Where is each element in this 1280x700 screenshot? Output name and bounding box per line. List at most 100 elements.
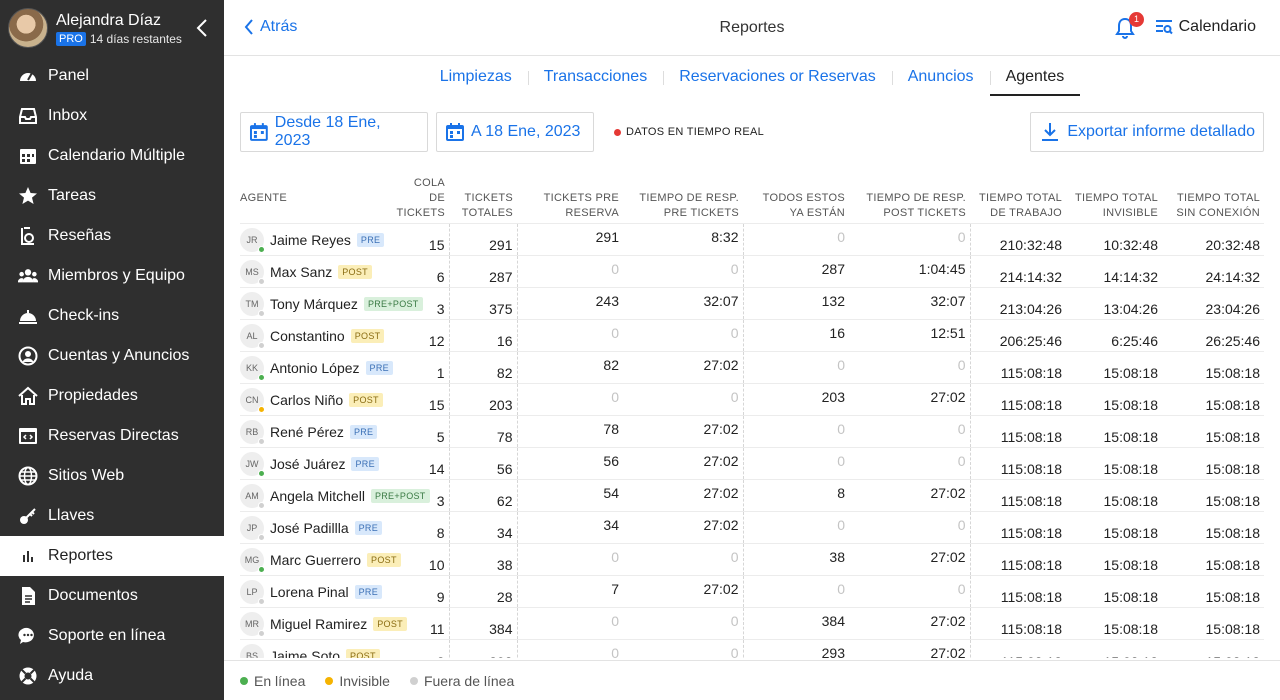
table-row[interactable]: JW José Juárez PRE 14 56 56 27:02 0 0 115:08:18 15… (240, 447, 1264, 480)
column-header[interactable]: TICKETS TOTALES (449, 172, 517, 224)
column-header-label: COLA (413, 177, 445, 189)
cell-invisible: 15:08:18 (1066, 639, 1162, 658)
table-row[interactable]: CN Carlos Niño POST 15 203 0 0 203 27:02 115:08:1… (240, 383, 1264, 416)
column-header[interactable]: TODOS ESTOS YA ESTÁN (743, 172, 849, 224)
sidebar-item-sitios-web[interactable]: Sitios Web (0, 456, 224, 496)
agent-name[interactable]: Lorena Pinal (270, 583, 349, 600)
cell-offline: 20:32:48 (1162, 223, 1264, 256)
sidebar-item-reportes[interactable]: Reportes (0, 536, 224, 576)
sidebar-item-soporte-en-l-nea[interactable]: Soporte en línea (0, 616, 224, 656)
table-row[interactable]: LP Lorena Pinal PRE 9 28 7 27:02 0 0 115:08:18 15:… (240, 575, 1264, 608)
sidebar-item-calendario-m-ltiple[interactable]: Calendario Múltiple (0, 136, 224, 176)
sidebar-item-miembros-y-equipo[interactable]: Miembros y Equipo (0, 256, 224, 296)
sidebar-nav: Panel Inbox Calendario Múltiple Tareas Reseñ… (0, 56, 224, 696)
cell-post-time: 0 (849, 447, 971, 480)
agent-role-tag: PRE+POST (370, 488, 430, 503)
sidebar-item-llaves[interactable]: Llaves (0, 496, 224, 536)
tab-reservaciones-or-reservas[interactable]: Reservaciones or Reservas (663, 56, 892, 96)
cell-post-time: 27:02 (849, 383, 971, 416)
notification-count-badge: 1 (1129, 12, 1144, 27)
profile-header[interactable]: Alejandra Díaz PRO 14 días restantes (0, 0, 224, 56)
sidebar-item-rese-as[interactable]: Reseñas (0, 216, 224, 256)
table-row[interactable]: JP José Padillla PRE 8 34 34 27:02 0 0 115:08:18 1… (240, 511, 1264, 544)
cell-work: 115:08:18 (970, 383, 1066, 416)
back-button[interactable]: Atrás (244, 18, 297, 36)
agent-initials: MS (245, 266, 259, 277)
table-row[interactable]: AL Constantino POST 12 16 0 0 16 12:51 206:25:46 6… (240, 319, 1264, 352)
export-label: Exportar informe detallado (1067, 123, 1255, 140)
agent-name[interactable]: Constantino (270, 327, 345, 344)
table-row[interactable]: MS Max Sanz POST 6 287 0 0 287 1:04:45 214:14:32 1… (240, 255, 1264, 288)
cell-pre: 0 (517, 607, 623, 640)
agent-name[interactable]: Carlos Niño (270, 391, 344, 408)
calendar-button[interactable]: Calendario (1155, 18, 1256, 36)
cell-work: 115:08:18 (970, 543, 1066, 576)
agent-name[interactable]: José Juárez (270, 455, 346, 472)
agent-initials: AL (246, 330, 258, 341)
status-dot-icon (325, 676, 334, 685)
sidebar-item-reservas-directas[interactable]: Reservas Directas (0, 416, 224, 456)
column-header-label: TIEMPO DE RESP. (866, 192, 966, 204)
column-header[interactable]: TICKETS PRE RESERVA (517, 172, 623, 224)
cell-post-time: 0 (849, 351, 971, 384)
column-header[interactable]: TIEMPO TOTAL DE TRABAJO (970, 172, 1066, 224)
column-header[interactable]: AGENTE (240, 172, 380, 224)
cell-post: 384 (743, 607, 849, 640)
agent-name[interactable]: Jaime Soto (270, 647, 341, 658)
column-header[interactable]: TIEMPO DE RESP. POST TICKETS (849, 172, 970, 224)
tab-agentes[interactable]: Agentes (989, 56, 1081, 96)
cell-work: 115:08:18 (970, 351, 1066, 384)
table-row[interactable]: MR Miguel Ramirez POST 11 384 0 0 384 27:02 115:0… (240, 607, 1264, 640)
table-row[interactable]: KK Antonio López PRE 1 82 82 27:02 0 0 115:08:18 1… (240, 351, 1264, 384)
sidebar-item-propiedades[interactable]: Propiedades (0, 376, 224, 416)
column-header-label: TOTALES (461, 207, 513, 219)
agent-name[interactable]: Angela Mitchell (270, 487, 365, 504)
agent-name[interactable]: Marc Guerrero (270, 551, 362, 568)
table-row[interactable]: RB René Pérez PRE 5 78 78 27:02 0 0 115:08:18 15:0… (240, 415, 1264, 448)
table-row[interactable]: JR Jaime Reyes PRE 15 291 291 8:32 0 0 210:32:48 1… (240, 223, 1264, 256)
sidebar-item-tareas[interactable]: Tareas (0, 176, 224, 216)
agent-name[interactable]: Jaime Reyes (270, 231, 351, 248)
cell-queue: 6 (380, 255, 450, 288)
tab-transacciones[interactable]: Transacciones (527, 56, 663, 96)
sidebar-item-panel[interactable]: Panel (0, 56, 224, 96)
status-dot-icon (258, 597, 265, 605)
sidebar-item-label: Panel (48, 67, 89, 84)
date-to-button[interactable]: A 18 Ene, 2023 (436, 112, 594, 152)
date-from-button[interactable]: Desde 18 Ene, 2023 (240, 112, 428, 152)
column-header[interactable]: TIEMPO TOTAL INVISIBLE (1066, 172, 1162, 224)
table-row[interactable]: TM Tony Márquez PRE+POST 3 375 243 32:07 132 32:… (240, 287, 1264, 320)
column-header[interactable]: TIEMPO DE RESP. PRE TICKETS (623, 172, 743, 224)
table-row[interactable]: AM Angela Mitchell PRE+POST 3 62 54 27:02 8 27:0… (240, 479, 1264, 512)
cell-offline: 15:08:18 (1162, 383, 1264, 416)
cell-work: 115:08:18 (970, 415, 1066, 448)
agent-info: LP Lorena Pinal PRE (240, 579, 383, 605)
agent-role-tag: PRE (365, 360, 393, 375)
download-icon (1042, 123, 1059, 141)
sidebar-item-documentos[interactable]: Documentos (0, 576, 224, 616)
sidebar-item-inbox[interactable]: Inbox (0, 96, 224, 136)
agent-name[interactable]: José Padillla (270, 519, 349, 536)
bell-icon[interactable] (1113, 16, 1137, 40)
cell-pre-time: 27:02 (623, 447, 744, 480)
sidebar-item-cuentas-y-anuncios[interactable]: Cuentas y Anuncios (0, 336, 224, 376)
cell-post: 203 (743, 383, 849, 416)
column-header[interactable]: TIEMPO TOTAL SIN CONEXIÓN (1162, 172, 1264, 224)
table-row[interactable]: MG Marc Guerrero POST 10 38 0 0 38 27:02 115:08:1… (240, 543, 1264, 576)
agent-name[interactable]: Miguel Ramirez (270, 615, 368, 632)
agent-name[interactable]: Antonio López (270, 359, 360, 376)
agent-name[interactable]: Max Sanz (270, 263, 333, 280)
tab-limpiezas[interactable]: Limpiezas (439, 68, 512, 85)
agent-name[interactable]: Tony Márquez (270, 295, 358, 312)
sidebar-item-ayuda[interactable]: Ayuda (0, 656, 224, 696)
sidebar-item-check-ins[interactable]: Check-ins (0, 296, 224, 336)
tab-anuncios[interactable]: Anuncios (891, 56, 990, 96)
column-header[interactable]: COLA DE TICKETS (380, 172, 449, 224)
agent-name[interactable]: René Pérez (270, 423, 344, 440)
agent-initials: MR (245, 618, 259, 629)
agents-table-container[interactable]: AGENTE COLA DE TICKETS TICKETS TOTALES TICKET… (240, 172, 1264, 658)
cell-pre: 0 (517, 319, 623, 352)
export-report-button[interactable]: Exportar informe detallado (1030, 112, 1264, 152)
chevron-left-icon[interactable] (196, 18, 208, 38)
